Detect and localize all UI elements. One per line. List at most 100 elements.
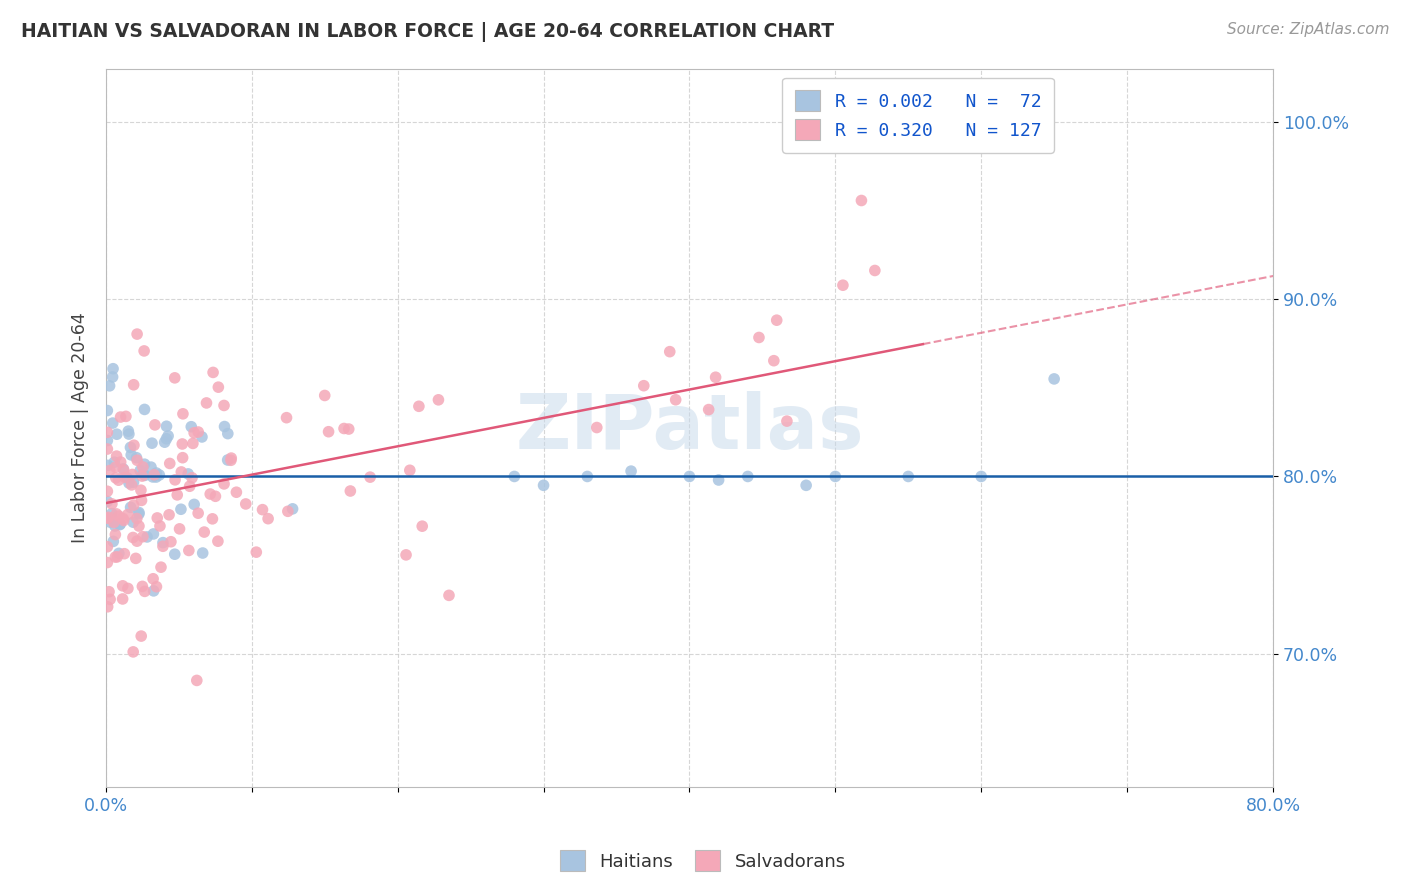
Point	[146, 511, 169, 525]
Point	[142, 470, 165, 484]
Point	[132, 530, 155, 544]
Point	[145, 580, 167, 594]
Point	[98, 515, 121, 529]
Point	[863, 263, 886, 277]
Point	[153, 435, 176, 450]
Point	[177, 467, 200, 481]
Point	[180, 419, 202, 434]
Point	[202, 366, 225, 380]
Point	[110, 516, 132, 531]
Point	[122, 475, 145, 490]
Point	[120, 500, 142, 515]
Point	[97, 510, 120, 524]
Point	[225, 485, 247, 500]
Point	[163, 547, 186, 561]
Point	[204, 489, 226, 503]
Point	[101, 507, 124, 521]
Point	[585, 420, 607, 434]
Point	[101, 361, 124, 376]
Point	[152, 539, 174, 553]
Point	[183, 425, 205, 440]
Point	[214, 419, 236, 434]
Point	[103, 455, 125, 469]
Point	[131, 493, 153, 508]
Point	[98, 463, 121, 477]
Point	[96, 540, 118, 554]
Point	[145, 470, 167, 484]
Point	[765, 313, 787, 327]
Point	[201, 512, 224, 526]
Point	[281, 501, 304, 516]
Point	[658, 344, 681, 359]
Point	[101, 497, 124, 511]
Point	[217, 426, 239, 441]
Point	[179, 479, 201, 493]
Point	[217, 453, 239, 467]
Point	[150, 560, 173, 574]
Point	[96, 442, 118, 456]
Point	[257, 511, 280, 525]
Point	[191, 546, 214, 560]
Point	[776, 414, 799, 428]
Point	[131, 579, 153, 593]
Point	[166, 488, 188, 502]
Point	[762, 353, 785, 368]
Point	[187, 425, 209, 439]
Point	[117, 508, 139, 522]
Point	[169, 522, 191, 536]
Point	[152, 535, 174, 549]
Point	[122, 498, 145, 512]
Point	[105, 427, 128, 442]
Point	[183, 497, 205, 511]
Point	[633, 378, 655, 392]
Point	[832, 278, 855, 293]
Point	[134, 457, 156, 471]
Point	[337, 422, 360, 436]
Point	[794, 478, 817, 492]
Point	[142, 527, 165, 541]
Point	[748, 330, 770, 344]
Point	[118, 427, 141, 442]
Point	[96, 484, 118, 499]
Point	[114, 470, 136, 484]
Point	[172, 450, 194, 465]
Point	[98, 584, 121, 599]
Point	[665, 392, 688, 407]
Point	[120, 441, 142, 455]
Point	[177, 543, 200, 558]
Point	[427, 392, 450, 407]
Point	[697, 402, 720, 417]
Point	[897, 469, 920, 483]
Point	[142, 572, 165, 586]
Point	[128, 507, 150, 521]
Point	[142, 583, 165, 598]
Point	[101, 370, 124, 384]
Point	[122, 645, 145, 659]
Point	[411, 519, 433, 533]
Point	[181, 436, 204, 450]
Point	[96, 425, 118, 440]
Point	[212, 476, 235, 491]
Point	[134, 584, 156, 599]
Point	[101, 416, 124, 430]
Point	[103, 516, 125, 530]
Point	[105, 507, 128, 521]
Point	[98, 592, 121, 607]
Point	[277, 504, 299, 518]
Point	[737, 469, 759, 483]
Point	[112, 462, 135, 476]
Point	[165, 473, 187, 487]
Point	[576, 469, 599, 483]
Point	[128, 506, 150, 520]
Point	[96, 434, 118, 448]
Point	[122, 438, 145, 452]
Point	[108, 517, 131, 532]
Point	[112, 547, 135, 561]
Point	[96, 556, 118, 570]
Point	[408, 399, 430, 413]
Point	[121, 467, 143, 482]
Point	[108, 509, 131, 524]
Point	[139, 460, 162, 475]
Point	[318, 425, 340, 439]
Point	[129, 464, 152, 478]
